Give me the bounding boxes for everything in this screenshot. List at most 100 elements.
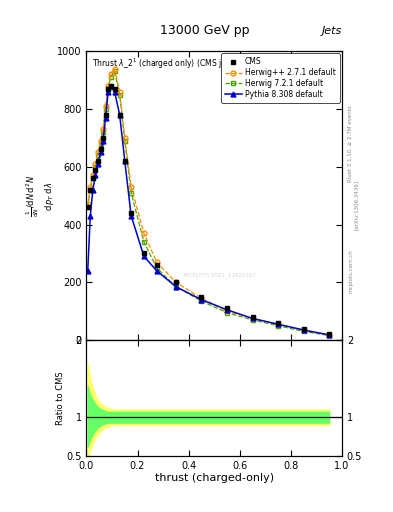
Herwig 7.2.1 default (88, 187, 93, 193)
Pythia 8.308 default (174, 284, 178, 290)
Herwig 7.2.1 default (276, 323, 281, 329)
Line: CMS: CMS (85, 83, 332, 337)
Herwig++ 2.7.1 default (129, 184, 134, 190)
Pythia 8.308 default (85, 268, 90, 274)
Pythia 8.308 default (106, 89, 110, 95)
Pythia 8.308 default (103, 115, 108, 121)
Pythia 8.308 default (88, 213, 93, 219)
Pythia 8.308 default (123, 158, 127, 164)
CMS (112, 86, 117, 92)
CMS (88, 187, 93, 193)
Line: Herwig++ 2.7.1 default: Herwig++ 2.7.1 default (85, 66, 332, 337)
Herwig 7.2.1 default (112, 68, 117, 74)
Herwig 7.2.1 default (95, 152, 100, 158)
Herwig++ 2.7.1 default (108, 71, 113, 77)
CMS (123, 158, 127, 164)
Pythia 8.308 default (301, 327, 306, 333)
Line: Pythia 8.308 default: Pythia 8.308 default (85, 83, 332, 337)
Pythia 8.308 default (98, 149, 103, 155)
Herwig 7.2.1 default (327, 332, 332, 338)
Herwig 7.2.1 default (141, 239, 146, 245)
Herwig++ 2.7.1 default (112, 66, 117, 72)
CMS (106, 86, 110, 92)
CMS (103, 112, 108, 118)
CMS (327, 331, 332, 337)
Pythia 8.308 default (112, 89, 117, 95)
Text: Jets: Jets (321, 26, 342, 36)
Pythia 8.308 default (141, 253, 146, 260)
Herwig++ 2.7.1 default (327, 332, 332, 338)
Line: Herwig 7.2.1 default: Herwig 7.2.1 default (85, 69, 332, 338)
Pythia 8.308 default (199, 296, 204, 303)
Herwig++ 2.7.1 default (225, 308, 230, 314)
Herwig++ 2.7.1 default (98, 138, 103, 144)
Herwig++ 2.7.1 default (199, 295, 204, 301)
CMS (250, 314, 255, 320)
Herwig++ 2.7.1 default (88, 184, 93, 190)
CMS (199, 294, 204, 300)
Pythia 8.308 default (225, 307, 230, 313)
CMS (141, 250, 146, 257)
CMS (225, 305, 230, 311)
Herwig 7.2.1 default (174, 284, 178, 290)
Pythia 8.308 default (327, 332, 332, 338)
CMS (93, 166, 98, 173)
CMS (95, 158, 100, 164)
CMS (85, 204, 90, 210)
Herwig++ 2.7.1 default (106, 83, 110, 89)
Herwig++ 2.7.1 default (103, 103, 108, 109)
Pythia 8.308 default (95, 161, 100, 167)
CMS (108, 83, 113, 89)
Pythia 8.308 default (129, 213, 134, 219)
Herwig 7.2.1 default (250, 317, 255, 323)
Herwig++ 2.7.1 default (276, 321, 281, 327)
Herwig 7.2.1 default (106, 86, 110, 92)
Herwig++ 2.7.1 default (93, 161, 98, 167)
Y-axis label: $\frac{1}{\mathrm{d}N} / \mathrm{d}N\,\mathrm{d}^2N$
$\mathrm{d}\,p_T\,\mathrm{d: $\frac{1}{\mathrm{d}N} / \mathrm{d}N\,\m… (24, 175, 56, 217)
Herwig 7.2.1 default (90, 175, 95, 181)
Herwig 7.2.1 default (301, 328, 306, 334)
CMS (101, 135, 105, 141)
Herwig++ 2.7.1 default (101, 126, 105, 132)
Pythia 8.308 default (93, 173, 98, 179)
Herwig 7.2.1 default (101, 129, 105, 135)
Text: Thrust $\lambda\_2^1$ (charged only) (CMS jet substructure): Thrust $\lambda\_2^1$ (charged only) (CM… (92, 57, 283, 71)
Herwig 7.2.1 default (123, 138, 127, 144)
Herwig 7.2.1 default (225, 310, 230, 316)
Herwig++ 2.7.1 default (95, 149, 100, 155)
CMS (154, 262, 159, 268)
CMS (174, 279, 178, 285)
Herwig 7.2.1 default (199, 298, 204, 304)
CMS (98, 146, 103, 153)
Herwig++ 2.7.1 default (90, 173, 95, 179)
CMS (276, 319, 281, 326)
Text: MCPLOTS 2021_11920187: MCPLOTS 2021_11920187 (184, 272, 255, 278)
Y-axis label: Ratio to CMS: Ratio to CMS (56, 371, 65, 425)
CMS (90, 175, 95, 181)
X-axis label: thrust (charged-only): thrust (charged-only) (154, 473, 274, 483)
Text: [arXiv:1306.3436]: [arXiv:1306.3436] (354, 180, 359, 230)
Pythia 8.308 default (90, 187, 95, 193)
Herwig++ 2.7.1 default (85, 201, 90, 207)
Pythia 8.308 default (250, 315, 255, 322)
Herwig 7.2.1 default (154, 265, 159, 271)
Herwig 7.2.1 default (93, 164, 98, 170)
Text: 13000 GeV pp: 13000 GeV pp (160, 24, 249, 37)
CMS (117, 112, 122, 118)
Text: mcplots.cern.ch: mcplots.cern.ch (348, 249, 353, 293)
Herwig++ 2.7.1 default (301, 327, 306, 333)
Herwig++ 2.7.1 default (117, 89, 122, 95)
Herwig 7.2.1 default (108, 74, 113, 80)
Herwig 7.2.1 default (98, 141, 103, 147)
Herwig 7.2.1 default (85, 204, 90, 210)
Herwig++ 2.7.1 default (123, 135, 127, 141)
Herwig 7.2.1 default (129, 189, 134, 196)
Herwig 7.2.1 default (103, 106, 108, 112)
Text: Rivet 3.1.10, ≥ 2.7M events: Rivet 3.1.10, ≥ 2.7M events (348, 105, 353, 182)
Herwig++ 2.7.1 default (154, 259, 159, 265)
Pythia 8.308 default (117, 112, 122, 118)
Herwig 7.2.1 default (117, 92, 122, 98)
Herwig++ 2.7.1 default (141, 230, 146, 237)
CMS (129, 210, 134, 216)
CMS (301, 326, 306, 332)
